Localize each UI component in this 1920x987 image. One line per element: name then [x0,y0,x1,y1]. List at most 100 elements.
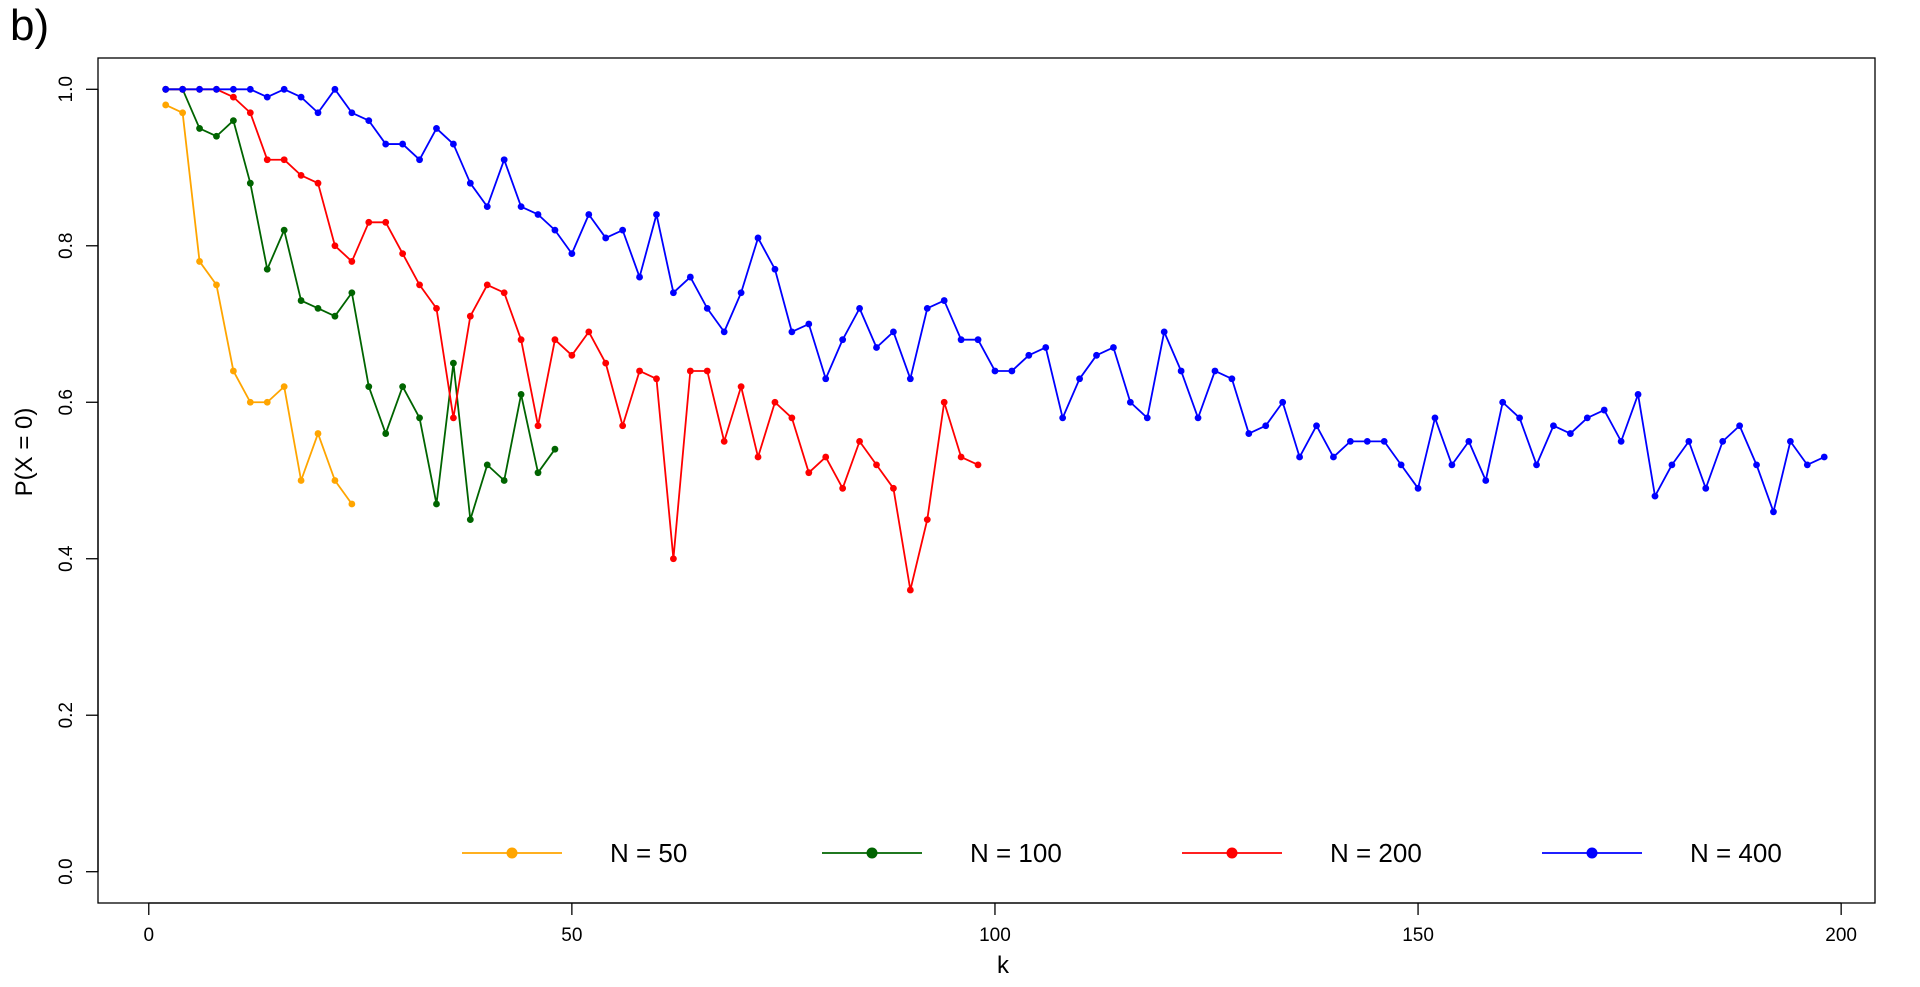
data-point [1126,398,1134,406]
data-point [483,203,491,211]
data-point [534,422,542,430]
data-point [957,453,965,461]
data-point [416,281,423,289]
data-point [433,500,440,508]
legend-item: N = 100 [822,838,1062,868]
data-point [1803,461,1811,469]
data-point [297,297,305,304]
data-point [399,140,407,148]
data-point [940,297,948,304]
data-point [670,289,677,297]
data-point [670,555,677,563]
data-point [737,383,745,391]
y-tick-label: 0.6 [56,389,77,415]
data-point [1262,422,1270,430]
data-point [297,93,305,101]
data-point [856,304,863,312]
data-point [483,281,491,289]
data-point [585,328,593,336]
legend: N = 50 N = 100 N = 200 N = 400 [462,838,1782,868]
series-line [165,88,1825,513]
data-point [1668,461,1676,469]
data-point [602,359,610,367]
x-tick-label: 200 [1825,925,1857,946]
data-point [636,273,643,281]
data-point [1550,422,1557,430]
data-point [890,484,897,492]
data-point [517,203,525,211]
data-point [1397,461,1405,469]
x-axis-title: k [997,952,1010,979]
data-point [906,375,914,383]
data-point [1245,430,1253,437]
data-point [686,273,694,281]
data-point [314,304,322,312]
data-point [213,281,220,289]
data-point [246,398,254,406]
data-point [1770,508,1777,516]
data-point [957,336,965,344]
data-point [1448,461,1456,469]
data-point [416,156,423,164]
y-tick-label: 0.8 [56,233,77,259]
data-point [229,85,237,93]
data-point [923,516,931,524]
data-point [297,171,305,179]
data-point [246,109,254,117]
data-point [382,430,390,437]
data-point [551,226,559,234]
data-point [382,218,390,226]
series-3 [162,85,982,594]
data-point [1583,414,1591,422]
data-point [517,391,525,398]
data-point [416,414,423,422]
data-point [517,336,525,344]
data-point [1719,437,1727,445]
series-line [165,88,556,521]
data-point [1566,430,1574,437]
data-point [348,109,356,117]
legend-item: N = 400 [1542,838,1782,868]
data-point [653,375,660,383]
x-axis: 0 50 100 150 200 [143,902,1857,946]
data-point [365,117,373,124]
legend-item: N = 50 [462,838,687,868]
data-point [822,375,830,383]
data-point [1516,414,1523,422]
data-point [602,234,610,242]
data-point [466,312,474,320]
data-point [331,477,339,484]
legend-label: N = 100 [970,838,1062,868]
data-point [229,367,237,375]
legend-label: N = 50 [610,838,687,868]
legend-marker [1586,847,1598,859]
data-point [940,398,948,406]
y-tick-label: 0.2 [56,702,77,728]
data-point [1313,422,1320,430]
y-axis: 0.0 0.2 0.4 0.6 0.8 1.0 [56,76,99,885]
data-point [906,586,914,594]
data-point [1296,453,1303,461]
data-point [213,132,220,140]
data-point [1211,367,1219,375]
data-point [162,101,170,109]
data-point [534,469,542,477]
data-point [331,85,339,93]
data-point [890,328,897,336]
data-point [788,414,796,422]
x-tick-label: 100 [979,925,1011,946]
data-point [280,383,288,391]
data-point [720,437,728,445]
plot-box [97,57,1876,904]
data-point [974,336,982,344]
data-point [1279,398,1287,406]
data-point [450,140,457,148]
data-point [1363,437,1371,445]
data-point [534,211,542,218]
data-point [619,422,627,430]
data-point [737,289,745,297]
series-4 [162,85,1828,516]
data-point [873,461,880,469]
data-point [551,336,559,344]
data-point [1533,461,1540,469]
